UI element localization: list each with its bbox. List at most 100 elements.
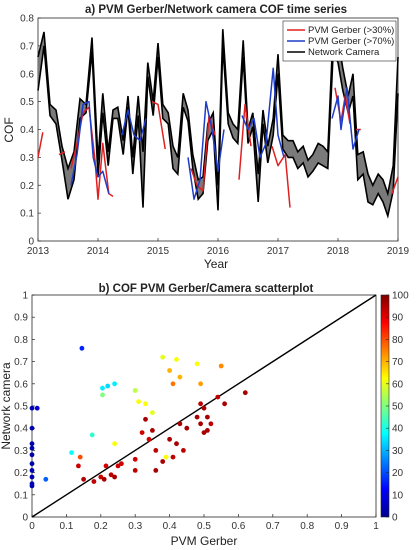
y-tick-label: 0.8 [14, 335, 28, 346]
y-tick-label: 1 [22, 291, 28, 302]
scatter-point [146, 436, 152, 442]
scatter-point [29, 483, 35, 489]
scatter-point [153, 448, 159, 453]
x-tick-label: 2014 [87, 246, 110, 257]
scatter-points [29, 345, 248, 489]
scatter-point [119, 461, 124, 467]
scatter-point [79, 345, 85, 351]
y-tick-label: 0.7 [14, 357, 28, 368]
scatter-point [143, 401, 148, 407]
scatter-point [160, 354, 166, 360]
scatter-point [167, 368, 173, 373]
x-tick-label: 0.2 [94, 521, 108, 532]
blue-segment [331, 86, 360, 150]
scatter-point [34, 405, 40, 411]
colorbar-tick-label: 40 [392, 424, 404, 435]
scatter-point [112, 381, 117, 387]
x-tick-label: 0.6 [231, 521, 245, 532]
scatter-point [215, 394, 221, 400]
scatter-point [170, 454, 176, 460]
x-tick-label: 2013 [27, 246, 50, 257]
scatter-point [205, 428, 210, 433]
panel-a-time-series: a) PVM Gerber/Network camera COF time se… [2, 4, 410, 271]
series-pvm-gerber-70 [70, 67, 360, 200]
x-tick-label: 2018 [327, 246, 350, 257]
colorbar-ticks: 0 10 20 30 40 50 60 70 80 90 100 [386, 291, 409, 524]
panel-a-title: a) PVM Gerber/Network camera COF time se… [85, 4, 347, 16]
y-tick-label: 0.3 [14, 446, 28, 457]
y-tick-label: 0.7 [20, 41, 34, 52]
scatter-point [150, 410, 155, 416]
blue-segment [70, 100, 110, 194]
colorbar-tick-label: 10 [392, 490, 404, 501]
panel-b-x-ticks: 0 0.1 0.2 0.3 0.4 0.5 0.6 0.7 0.8 0.9 1 [29, 514, 379, 532]
scatter-point [139, 430, 145, 435]
scatter-point [177, 421, 183, 427]
colorbar: 0 10 20 30 40 50 60 70 80 90 100 [380, 291, 409, 524]
scatter-point [218, 363, 224, 369]
scatter-point [153, 468, 159, 473]
colorbar-tick-label: 50 [392, 402, 404, 413]
scatter-point [132, 388, 138, 393]
y-tick-label: 0.6 [14, 379, 28, 390]
panel-b-y-ticks: 0 0.1 0.2 0.3 0.4 0.5 0.6 0.7 0.8 0.9 1 [14, 291, 35, 524]
scatter-point [115, 463, 121, 469]
panel-a-x-ticks: 2013 2014 2015 2016 2017 2018 2019 [27, 238, 410, 257]
scatter-point [100, 392, 105, 398]
network-camera-lower-line [37, 45, 399, 219]
x-tick-label: 0.5 [197, 521, 211, 532]
panel-b-scatter: b) COF PVM Gerber/Camera scatterplot 0 0.… [0, 283, 409, 548]
y-tick-label: 0.8 [20, 14, 34, 25]
red-segment [271, 145, 291, 208]
red-segment [37, 132, 44, 158]
scatter-point [29, 452, 35, 458]
y-tick-label: 0 [22, 513, 28, 524]
scatter-point [198, 381, 204, 387]
scatter-point [43, 476, 49, 482]
scatter-point [132, 468, 138, 473]
scatter-point [163, 454, 169, 460]
network-camera-fill [38, 29, 398, 216]
x-tick-label: 2019 [387, 246, 410, 257]
scatter-point [29, 474, 35, 480]
y-tick-label: 0.3 [20, 153, 34, 164]
scatter-point [108, 472, 114, 478]
y-tick-label: 0.4 [20, 125, 34, 136]
scatter-point [208, 421, 214, 427]
scatter-point [181, 448, 186, 453]
colorbar-tick-label: 80 [392, 335, 404, 346]
panel-b-y-axis-label: Network camera [0, 362, 13, 450]
scatter-point [160, 459, 166, 464]
x-tick-label: 0.9 [335, 521, 349, 532]
scatter-point [29, 425, 35, 431]
red-segment [58, 151, 66, 156]
blue-segment [187, 100, 225, 200]
panel-b-title: b) COF PVM Gerber/Camera scatterplot [99, 283, 314, 295]
red-segment [391, 176, 399, 194]
scatter-point [29, 445, 35, 451]
scatter-point [167, 436, 173, 442]
y-tick-label: 0.5 [20, 97, 34, 108]
x-tick-label: 0 [29, 521, 35, 532]
scatter-point [29, 405, 35, 411]
scatter-point [98, 474, 104, 480]
red-segment [151, 100, 166, 150]
scatter-point [132, 456, 138, 462]
scatter-point [69, 450, 74, 455]
x-tick-label: 2015 [147, 246, 170, 257]
scatter-point [91, 479, 97, 484]
scatter-point [174, 357, 179, 362]
scatter-point [201, 405, 207, 411]
scatter-point [29, 468, 35, 473]
colorbar-tick-label: 60 [392, 379, 404, 390]
scatter-point [198, 401, 204, 407]
scatter-point [174, 441, 179, 447]
y-tick-label: 0.9 [14, 313, 28, 324]
colorbar-tick-label: 0 [392, 513, 398, 524]
y-tick-label: 0.6 [20, 69, 34, 80]
legend-label-black: Network Camera [308, 47, 380, 58]
scatter-point [29, 441, 35, 447]
scatter-point [81, 476, 86, 482]
x-tick-label: 0.7 [266, 521, 280, 532]
scatter-point [100, 385, 105, 391]
